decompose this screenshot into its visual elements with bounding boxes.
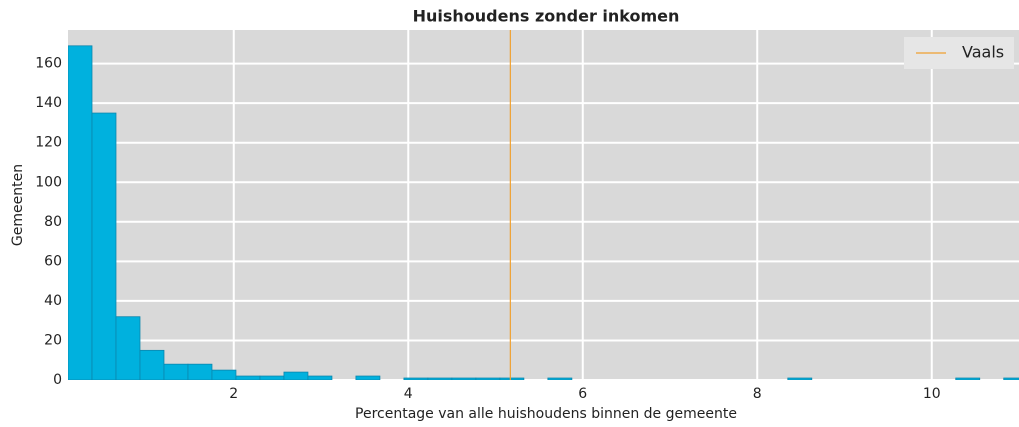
y-axis-label: Gemeenten bbox=[10, 164, 26, 246]
bar bbox=[403, 377, 429, 380]
bar bbox=[451, 377, 477, 380]
y-tick-label: 100 bbox=[35, 174, 62, 190]
bar bbox=[91, 112, 117, 380]
y-tick-label: 140 bbox=[35, 95, 62, 111]
y-tick-label: 80 bbox=[44, 214, 62, 230]
bar bbox=[307, 375, 333, 380]
legend-label: Vaals bbox=[962, 43, 1004, 62]
bar bbox=[163, 363, 189, 380]
overlay: 0 20 40 60 80 100 120 140 160 2 4 6 8 10 Vaals bbox=[35, 30, 1014, 402]
x-tick-label: 2 bbox=[229, 386, 238, 402]
bar bbox=[211, 369, 237, 380]
bars bbox=[68, 45, 1019, 380]
y-tick-label: 120 bbox=[35, 135, 62, 151]
bar bbox=[283, 371, 309, 380]
y-tick-label: 20 bbox=[44, 332, 62, 348]
bar bbox=[475, 377, 501, 380]
y-tick-label: 0 bbox=[53, 372, 62, 388]
x-tick-label: 8 bbox=[753, 386, 762, 402]
bar bbox=[955, 377, 981, 380]
bar bbox=[187, 363, 213, 380]
plot-area bbox=[68, 30, 1019, 380]
bar bbox=[1003, 377, 1019, 380]
y-tick-label: 40 bbox=[44, 293, 62, 309]
bar bbox=[115, 316, 141, 380]
x-tick-label: 4 bbox=[404, 386, 413, 402]
grid bbox=[68, 30, 1019, 381]
bar bbox=[139, 349, 165, 380]
bar bbox=[427, 377, 453, 380]
bar bbox=[547, 377, 573, 380]
bar bbox=[68, 45, 93, 380]
bar bbox=[259, 375, 285, 380]
x-axis-label: Percentage van alle huishoudens binnen d… bbox=[355, 406, 737, 422]
bar bbox=[235, 375, 261, 380]
y-tick-label: 60 bbox=[44, 253, 62, 269]
bar bbox=[499, 377, 525, 380]
x-tick-label: 6 bbox=[578, 386, 587, 402]
chart-title: Huishoudens zonder inkomen bbox=[413, 7, 680, 26]
bar bbox=[355, 375, 381, 380]
y-tick-label: 160 bbox=[35, 56, 62, 72]
x-tick-label: 10 bbox=[923, 386, 941, 402]
bar bbox=[787, 377, 813, 380]
